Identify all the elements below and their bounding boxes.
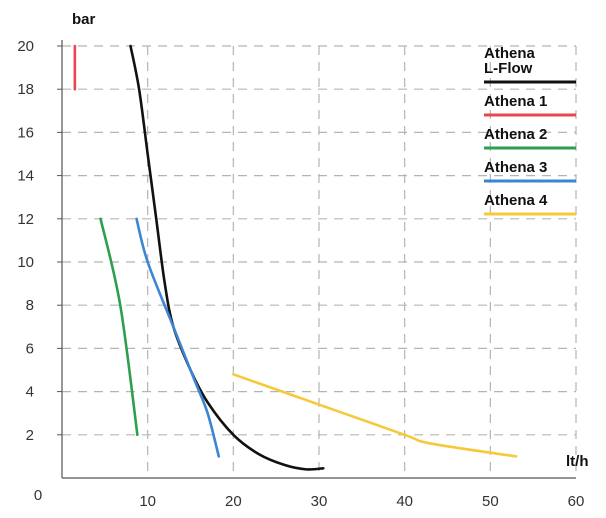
x-tick-label: 20: [225, 493, 242, 510]
legend-label: L-Flow: [484, 60, 533, 77]
legend-label: Athena: [484, 45, 535, 62]
y-tick-label: 10: [17, 254, 34, 271]
legend-item-athena-4: Athena 4: [484, 192, 576, 216]
x-tick-label: 30: [311, 493, 328, 510]
series-line-athena-3: [135, 217, 221, 458]
x-tick-label: 60: [568, 493, 585, 510]
legend-item-athena-3: Athena 3: [484, 159, 576, 183]
x-tick-label: 0: [34, 487, 42, 504]
grid: [62, 45, 577, 478]
y-tick-label: 14: [17, 168, 34, 185]
y-tick-label: 20: [17, 38, 34, 55]
y-tick-label: 18: [17, 81, 34, 98]
axes: [57, 40, 576, 479]
legend-label: Athena 2: [484, 126, 547, 143]
tick-labels: 2 4 6 8 10 12 14 16 18 20 0 10 20 30 40 50 60: [17, 38, 584, 510]
x-tick-label: 50: [482, 493, 499, 510]
series-line-athena-4: [232, 373, 518, 458]
x-tick-label: 40: [396, 493, 413, 510]
y-axis-label: bar: [72, 11, 96, 28]
y-tick-label: 4: [26, 384, 34, 401]
y-tick-label: 16: [17, 124, 34, 141]
series-line-athena-l-flow: [129, 44, 325, 471]
legend-label: Athena 3: [484, 159, 547, 176]
legend-item-athena-2: Athena 2: [484, 126, 576, 150]
y-tick-label: 12: [17, 211, 34, 228]
y-tick-label: 8: [26, 297, 34, 314]
series-lines: [73, 44, 518, 471]
series-line-athena-2: [99, 217, 139, 437]
x-tick-label: 10: [139, 493, 156, 510]
y-tick-label: 6: [26, 340, 34, 357]
legend-label: Athena 1: [484, 93, 547, 110]
y-tick-label: 2: [26, 427, 34, 444]
x-axis-label: lt/h: [566, 453, 589, 470]
legend-item-athena-1: Athena 1: [484, 93, 576, 117]
legend-label: Athena 4: [484, 192, 548, 209]
